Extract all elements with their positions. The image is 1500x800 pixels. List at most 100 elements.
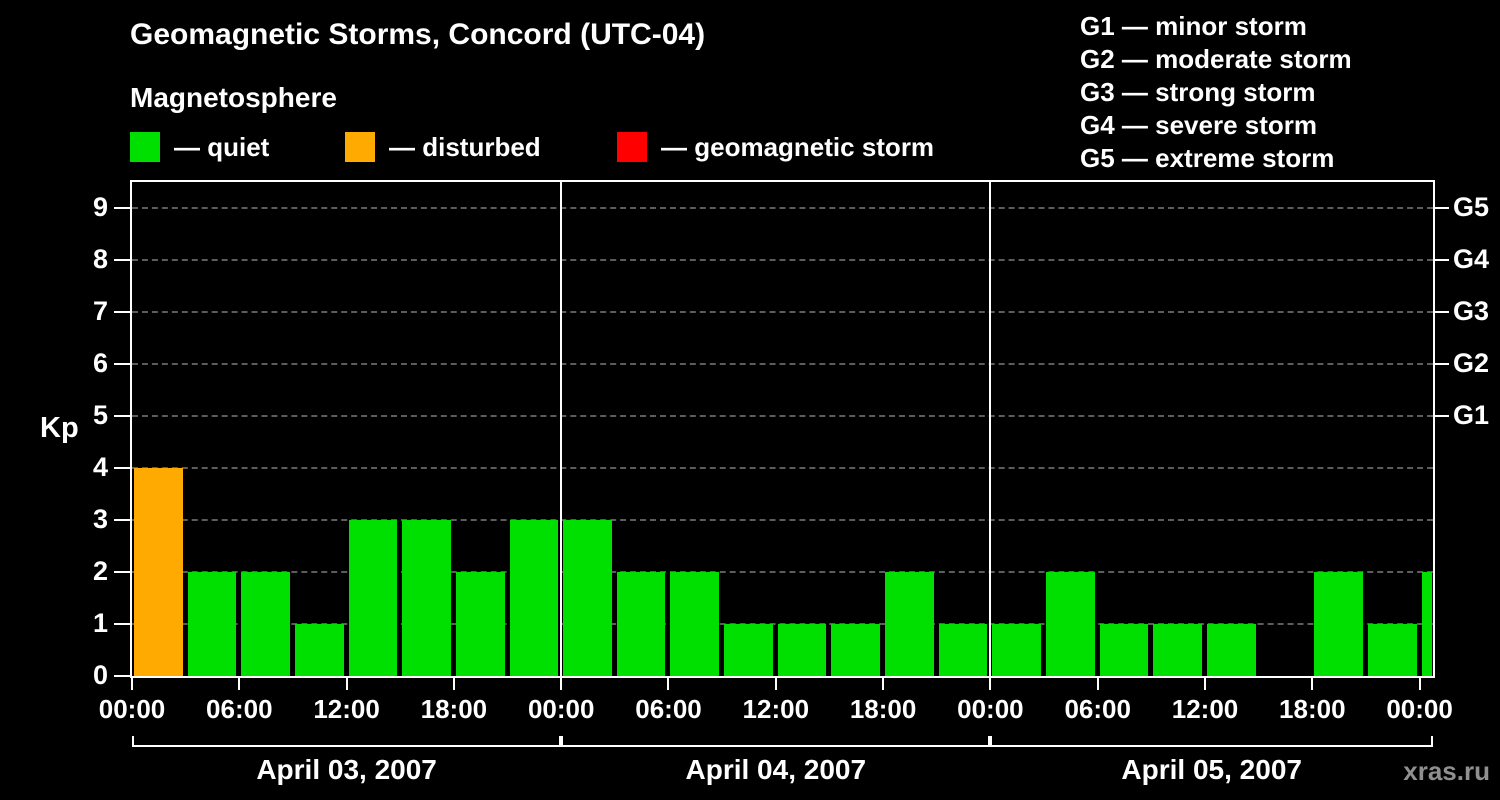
kp-bar	[1099, 624, 1149, 676]
g-tick-label: G1	[1453, 400, 1490, 430]
kp-tick-label: 5	[92, 400, 108, 430]
kp-bar	[885, 572, 934, 676]
storm-scale-g2: G2 — moderate storm	[1080, 44, 1352, 74]
time-tick-label: 12:00	[313, 694, 380, 724]
kp-axis-tick	[114, 519, 130, 521]
time-tick-label: 12:00	[742, 694, 810, 724]
kp-axis-tick	[114, 363, 130, 365]
kp-gridline	[132, 415, 1433, 417]
kp-bar	[992, 624, 1042, 676]
kp-bar	[1153, 624, 1202, 676]
kp-axis-tick	[114, 467, 130, 469]
kp-bar	[616, 572, 666, 676]
storm-scale-legend: G1 — minor storm G2 — moderate storm G3 …	[1080, 10, 1352, 175]
kp-bar	[348, 520, 398, 676]
kp-tick-label: 1	[92, 608, 108, 638]
kp-tick-label: 0	[92, 660, 108, 690]
legend-label-storm: — geomagnetic storm	[661, 131, 935, 162]
time-axis-tick	[1311, 678, 1314, 690]
legend-label-disturbed: — disturbed	[389, 131, 541, 162]
day-divider	[560, 182, 563, 676]
storm-swatch-icon	[617, 132, 647, 162]
legend-item-storm: — geomagnetic storm	[617, 130, 934, 164]
kp-tick-label: 3	[92, 504, 108, 534]
kp-gridline	[132, 259, 1433, 261]
g-axis-tick	[1435, 311, 1449, 313]
watermark: xras.ru	[1403, 756, 1490, 786]
y-axis-label: Kp	[40, 412, 79, 444]
kp-bar	[831, 624, 881, 676]
kp-axis-tick	[114, 675, 130, 677]
time-tick-label: 06:00	[635, 694, 702, 724]
time-axis-tick	[1418, 678, 1421, 690]
time-tick-label: 12:00	[1171, 694, 1239, 724]
time-tick-label: 18:00	[420, 694, 488, 724]
time-axis-tick	[989, 678, 992, 690]
chart-title: Geomagnetic Storms, Concord (UTC-04)	[130, 18, 706, 51]
kp-bar	[241, 572, 290, 676]
g-tick-label: G3	[1453, 296, 1490, 326]
kp-bar	[777, 624, 827, 676]
g-axis-tick	[1435, 415, 1449, 417]
kp-bar	[134, 468, 183, 676]
g-axis-tick	[1435, 259, 1449, 261]
kp-bar	[509, 520, 559, 676]
time-tick-label: 00:00	[98, 694, 166, 724]
g-axis-tick	[1435, 363, 1449, 365]
kp-gridline	[132, 311, 1433, 313]
kp-bar	[1421, 572, 1432, 676]
kp-bar	[187, 572, 237, 676]
kp-bar	[1314, 572, 1363, 676]
kp-axis-tick	[114, 623, 130, 625]
kp-bar	[1046, 572, 1095, 676]
kp-bar	[563, 520, 612, 676]
day-divider	[989, 182, 992, 676]
legend-label-quiet: — quiet	[174, 131, 270, 162]
kp-bar	[938, 624, 988, 676]
g-tick-label: G2	[1453, 348, 1490, 378]
kp-axis-tick	[114, 311, 130, 313]
legend-heading: Magnetosphere	[130, 82, 337, 113]
time-tick-label: 00:00	[1386, 694, 1453, 724]
time-axis-tick	[131, 678, 133, 690]
day-bracket	[990, 736, 1433, 747]
time-axis-tick	[1096, 678, 1099, 690]
storm-scale-g1: G1 — minor storm	[1080, 11, 1307, 41]
kp-bar	[1367, 624, 1417, 676]
kp-axis-tick	[114, 259, 130, 261]
plot-area	[130, 180, 1435, 678]
legend-item-disturbed: — disturbed	[345, 130, 541, 164]
kp-gridline	[132, 571, 1433, 573]
day-label: April 04, 2007	[685, 754, 867, 785]
kp-axis-tick	[114, 207, 130, 209]
time-tick-label: 18:00	[1279, 694, 1346, 724]
time-axis-tick	[238, 678, 241, 690]
time-axis-tick	[1203, 678, 1206, 690]
time-tick-label: 00:00	[957, 694, 1024, 724]
storm-scale-g3: G3 — strong storm	[1080, 77, 1316, 107]
time-tick-label: 18:00	[849, 694, 917, 724]
kp-bar	[724, 624, 773, 676]
storm-scale-g5: G5 — extreme storm	[1080, 143, 1335, 173]
kp-bar	[294, 624, 344, 676]
storm-scale-g4: G4 — severe storm	[1080, 110, 1318, 140]
g-tick-label: G4	[1453, 244, 1490, 274]
kp-gridline	[132, 207, 1433, 209]
kp-tick-label: 7	[92, 296, 108, 326]
time-tick-label: 06:00	[1064, 694, 1131, 724]
kp-tick-label: 8	[92, 244, 108, 274]
kp-gridline	[132, 519, 1433, 521]
kp-gridline	[132, 363, 1433, 365]
day-label: April 05, 2007	[1121, 754, 1302, 785]
day-bracket	[132, 736, 562, 747]
kp-bar	[455, 572, 505, 676]
day-bracket	[561, 736, 991, 747]
kp-tick-label: 4	[92, 452, 108, 482]
time-axis-tick	[345, 678, 348, 690]
kp-axis-tick	[114, 571, 130, 573]
time-axis-tick	[667, 678, 670, 690]
disturbed-swatch-icon	[345, 132, 375, 162]
time-axis-tick	[882, 678, 885, 690]
kp-tick-label: 9	[92, 192, 108, 222]
